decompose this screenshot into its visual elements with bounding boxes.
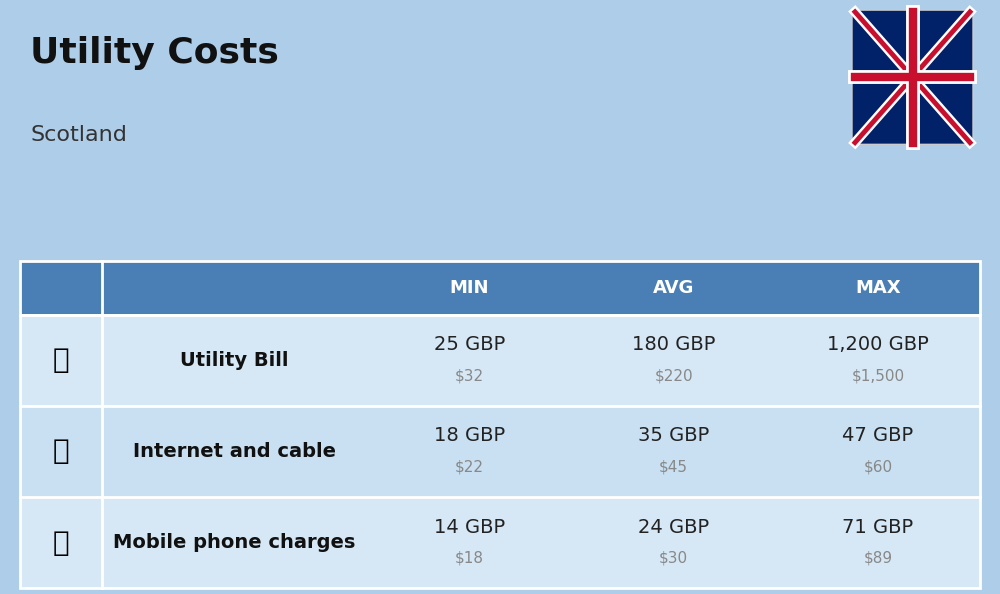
Text: $89: $89 xyxy=(863,551,892,565)
FancyBboxPatch shape xyxy=(20,406,980,497)
Text: 1,200 GBP: 1,200 GBP xyxy=(827,336,929,355)
Text: Internet and cable: Internet and cable xyxy=(133,442,336,461)
Text: 💡: 💡 xyxy=(53,346,69,374)
Text: $22: $22 xyxy=(455,459,484,475)
Text: Utility Costs: Utility Costs xyxy=(30,36,279,69)
Text: Mobile phone charges: Mobile phone charges xyxy=(113,533,356,552)
Text: 24 GBP: 24 GBP xyxy=(638,517,709,536)
Text: $220: $220 xyxy=(654,368,693,383)
Text: MAX: MAX xyxy=(855,279,901,297)
Text: AVG: AVG xyxy=(653,279,694,297)
Text: 25 GBP: 25 GBP xyxy=(434,336,505,355)
Text: 47 GBP: 47 GBP xyxy=(842,426,913,446)
Text: $30: $30 xyxy=(659,551,688,565)
Text: MIN: MIN xyxy=(450,279,489,297)
Text: 18 GBP: 18 GBP xyxy=(434,426,505,446)
FancyBboxPatch shape xyxy=(20,497,980,588)
Text: 180 GBP: 180 GBP xyxy=(632,336,715,355)
Text: 71 GBP: 71 GBP xyxy=(842,517,913,536)
Text: $45: $45 xyxy=(659,459,688,475)
Text: $60: $60 xyxy=(863,459,892,475)
FancyBboxPatch shape xyxy=(852,10,973,144)
Text: $18: $18 xyxy=(455,551,484,565)
Text: Scotland: Scotland xyxy=(30,125,127,145)
Text: 35 GBP: 35 GBP xyxy=(638,426,709,446)
Text: 14 GBP: 14 GBP xyxy=(434,517,505,536)
Text: 📶: 📶 xyxy=(53,437,69,466)
FancyBboxPatch shape xyxy=(20,315,980,406)
FancyBboxPatch shape xyxy=(20,261,980,315)
Text: Utility Bill: Utility Bill xyxy=(180,351,289,370)
Text: $32: $32 xyxy=(455,368,484,383)
Text: 📱: 📱 xyxy=(53,529,69,557)
Text: $1,500: $1,500 xyxy=(851,368,904,383)
